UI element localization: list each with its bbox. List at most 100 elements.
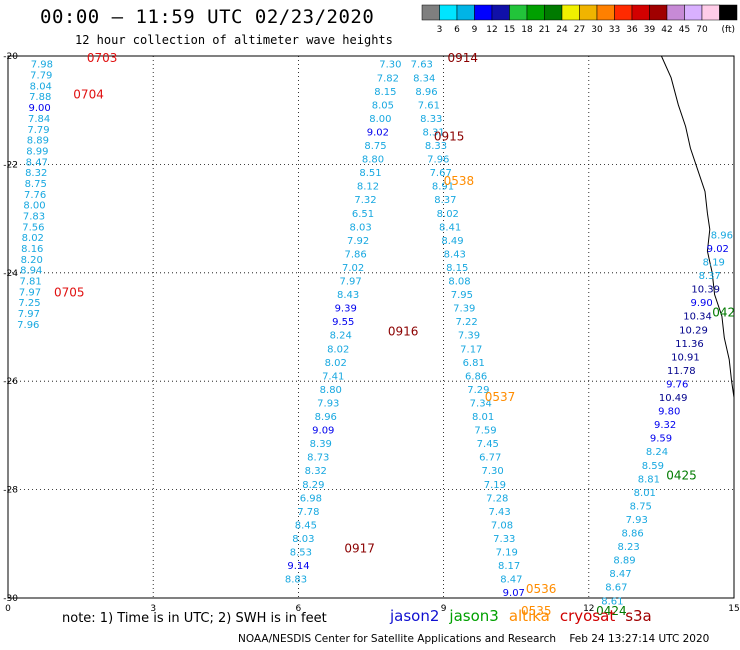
- swh-value: 7.39: [458, 331, 480, 342]
- swh-value: 8.02: [327, 344, 349, 355]
- swh-value: 8.99: [26, 146, 48, 157]
- x-tick-label: 9: [441, 604, 447, 614]
- swh-value: 7.29: [467, 385, 489, 396]
- pass-time-label: 0914: [448, 51, 479, 65]
- plot-border: [7, 55, 735, 599]
- swh-value: 8.49: [441, 236, 463, 247]
- swh-value: 7.93: [317, 399, 339, 410]
- colorbar-unit: (ft): [722, 25, 736, 35]
- swh-value: 10.34: [683, 312, 712, 323]
- swh-value: 7.59: [474, 426, 496, 437]
- swh-value: 7.76: [24, 190, 46, 201]
- swh-value: 8.51: [359, 168, 381, 179]
- colorbar-label: 6: [454, 25, 460, 35]
- colorbar-swatch: [684, 4, 703, 21]
- swh-value: 8.89: [27, 136, 49, 147]
- colorbar-swatch: [596, 4, 615, 21]
- swh-value: 7.78: [297, 507, 319, 518]
- chart-subtitle: 12 hour collection of altimeter wave hei…: [75, 33, 393, 47]
- colorbar-label: 9: [472, 25, 478, 35]
- pass-time-label: 0425: [666, 468, 697, 482]
- swh-value: 9.76: [666, 380, 688, 391]
- swh-value: 8.01: [472, 412, 494, 423]
- swh-value: 9.59: [650, 434, 672, 445]
- swh-value: 8.19: [703, 258, 725, 269]
- swh-value: 8.39: [310, 439, 332, 450]
- swh-value: 10.39: [691, 285, 720, 296]
- swh-value: 9.02: [367, 128, 389, 139]
- x-tick-label: 0: [5, 604, 11, 614]
- swh-value: 8.96: [415, 87, 437, 98]
- swh-value: 8.43: [444, 249, 466, 260]
- swh-value: 8.89: [613, 556, 635, 567]
- credit-line: NOAA/NESDIS Center for Satellite Applica…: [238, 633, 710, 645]
- swh-value: 10.29: [679, 325, 708, 336]
- pass-time-label: 0917: [344, 542, 375, 556]
- colorbar-swatch: [491, 4, 510, 21]
- swh-value: 7.30: [481, 466, 503, 477]
- legend-jason3: jason3: [449, 607, 499, 625]
- swh-value: 8.67: [605, 583, 627, 594]
- legend-altika: altika: [508, 607, 550, 625]
- swh-value: 7.96: [17, 320, 39, 331]
- swh-value: 7.97: [339, 277, 361, 288]
- swh-value: 7.79: [27, 125, 49, 136]
- swh-value: 8.80: [362, 155, 384, 166]
- swh-value: 8.15: [374, 87, 396, 98]
- swh-value: 7.96: [427, 155, 449, 166]
- pass-time-label: 0915: [434, 130, 465, 144]
- pass-time-label: 0703: [87, 51, 118, 65]
- swh-value: 7.97: [18, 309, 40, 320]
- colorbar-label: 12: [486, 25, 497, 35]
- swh-value: 8.02: [437, 209, 459, 220]
- swh-value: 8.43: [337, 290, 359, 301]
- swh-value: 8.75: [364, 141, 386, 152]
- swh-value: 7.22: [455, 317, 477, 328]
- swh-value: 7.02: [342, 263, 364, 274]
- swh-value: 7.63: [411, 60, 433, 71]
- swh-value: 8.37: [434, 195, 456, 206]
- colorbar-swatch: [631, 4, 650, 21]
- swh-value: 10.91: [671, 352, 700, 363]
- swh-value: 8.47: [26, 157, 48, 168]
- colorbar-label: 27: [574, 25, 585, 35]
- swh-value: 7.86: [344, 249, 366, 260]
- swh-value: 8.16: [21, 244, 43, 255]
- colorbar-swatch: [666, 4, 685, 21]
- y-tick-label: -30: [3, 594, 18, 604]
- swh-value: 8.33: [425, 141, 447, 152]
- colorbar-label: 33: [609, 25, 620, 35]
- swh-value: 7.45: [477, 439, 499, 450]
- swh-value: 8.33: [420, 114, 442, 125]
- y-tick-label: -24: [3, 269, 18, 279]
- swh-value: 7.97: [19, 287, 41, 298]
- swh-value: 6.51: [352, 209, 374, 220]
- swh-value: 8.00: [23, 201, 45, 212]
- swh-value: 7.95: [451, 290, 473, 301]
- colorbar-swatch: [701, 4, 720, 21]
- swh-value: 8.05: [372, 100, 394, 111]
- legend-jason2: jason2: [390, 607, 440, 625]
- swh-value: 8.32: [25, 168, 47, 179]
- swh-value: 8.29: [302, 480, 324, 491]
- swh-value: 6.81: [463, 358, 485, 369]
- colorbar-swatch: [719, 4, 738, 21]
- swh-value: 7.19: [496, 548, 518, 559]
- swh-value: 8.45: [295, 520, 317, 531]
- colorbar-label: 21: [539, 25, 550, 35]
- swh-value: 7.98: [31, 60, 53, 71]
- swh-value: 7.81: [19, 277, 41, 288]
- swh-value: 6.77: [479, 453, 501, 464]
- swh-value: 8.20: [21, 255, 43, 266]
- swh-value: 8.34: [413, 73, 435, 84]
- swh-value: 8.53: [290, 548, 312, 559]
- swh-value: 7.17: [460, 344, 482, 355]
- swh-value: 8.15: [446, 263, 468, 274]
- track-jason-track: 8.96 9.02 8.19 8.37 10.39 9.90 10.34 10.29 11.36…: [601, 230, 733, 607]
- swh-value: 9.80: [658, 407, 680, 418]
- swh-value: 8.86: [621, 529, 643, 540]
- track-altika-track: 7.63 8.34 8.96 7.61 8.33 8.31 8.33 7.96 7.67 8.91…: [411, 60, 525, 600]
- colorbar-swatch: [614, 4, 633, 21]
- swh-value: 7.79: [30, 71, 52, 82]
- chart-title: 00:00 – 11:59 UTC 02/23/2020: [40, 6, 375, 28]
